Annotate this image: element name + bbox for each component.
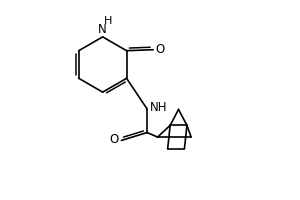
Text: H: H — [103, 16, 112, 26]
Text: NH: NH — [150, 101, 167, 114]
Text: O: O — [156, 43, 165, 56]
Text: O: O — [110, 133, 119, 146]
Text: N: N — [98, 23, 107, 36]
